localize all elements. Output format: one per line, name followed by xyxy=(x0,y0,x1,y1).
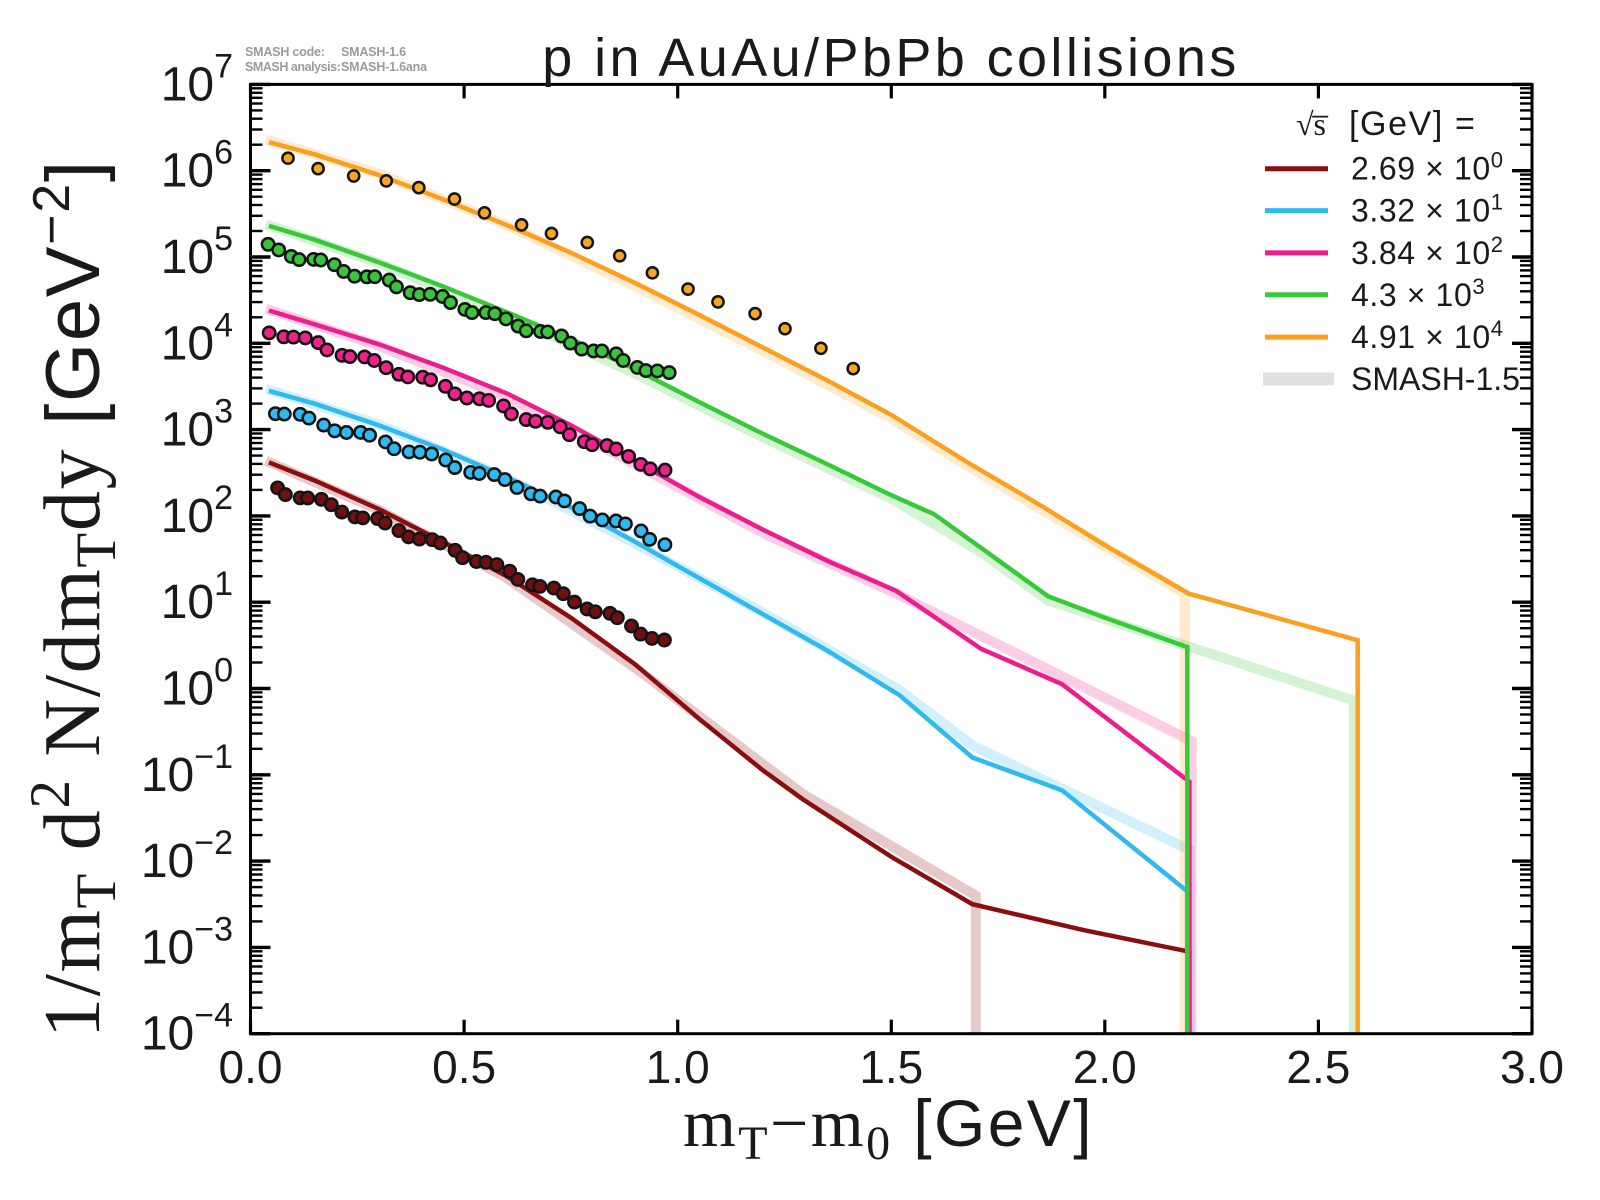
svg-text:107: 107 xyxy=(161,47,233,111)
svg-text:3.84 × 102: 3.84 × 102 xyxy=(1351,232,1504,271)
svg-text:10−4: 10−4 xyxy=(141,997,233,1061)
svg-text:4.3 × 103: 4.3 × 103 xyxy=(1351,274,1485,313)
svg-text:2.69 × 100: 2.69 × 100 xyxy=(1351,148,1504,187)
svg-text:SMASH code:: SMASH code: xyxy=(245,45,325,59)
svg-text:100: 100 xyxy=(161,652,233,716)
svg-text:103: 103 xyxy=(161,393,233,457)
svg-text:SMASH analysis:: SMASH analysis: xyxy=(245,60,340,74)
svg-text:1.0: 1.0 xyxy=(646,1041,710,1093)
svg-text:SMASH-1.5: SMASH-1.5 xyxy=(1351,361,1520,397)
svg-text:2.0: 2.0 xyxy=(1073,1041,1137,1093)
svg-text:mT−m0 [GeV]: mT−m0 [GeV] xyxy=(683,1085,1094,1170)
svg-text:105: 105 xyxy=(161,220,233,284)
svg-text:0.5: 0.5 xyxy=(432,1041,496,1093)
svg-text:10−3: 10−3 xyxy=(141,910,233,974)
svg-text:3.32 × 101: 3.32 × 101 xyxy=(1351,190,1504,229)
svg-text:101: 101 xyxy=(161,565,233,629)
svg-text:p in AuAu/PbPb collisions: p in AuAu/PbPb collisions xyxy=(542,28,1239,88)
svg-text:3.0: 3.0 xyxy=(1500,1041,1564,1093)
svg-text:[GeV] =: [GeV] = xyxy=(1349,105,1476,143)
svg-text:10−1: 10−1 xyxy=(141,738,233,802)
svg-text:2.5: 2.5 xyxy=(1286,1041,1350,1093)
svg-text:106: 106 xyxy=(161,134,233,198)
svg-text:√s̅: √s̅ xyxy=(1296,106,1329,142)
svg-text:104: 104 xyxy=(161,306,233,370)
svg-text:102: 102 xyxy=(161,479,233,543)
svg-text:10−2: 10−2 xyxy=(141,824,233,888)
svg-text:1.5: 1.5 xyxy=(859,1041,923,1093)
svg-text:SMASH-1.6ana: SMASH-1.6ana xyxy=(341,60,428,74)
svg-text:4.91 × 104: 4.91 × 104 xyxy=(1351,316,1504,355)
svg-text:0.0: 0.0 xyxy=(219,1041,283,1093)
svg-text:SMASH-1.6: SMASH-1.6 xyxy=(341,45,406,59)
svg-text:1/mT d2 N/dmTdy [GeV−2]: 1/mT d2 N/dmTdy [GeV−2] xyxy=(19,159,128,1038)
